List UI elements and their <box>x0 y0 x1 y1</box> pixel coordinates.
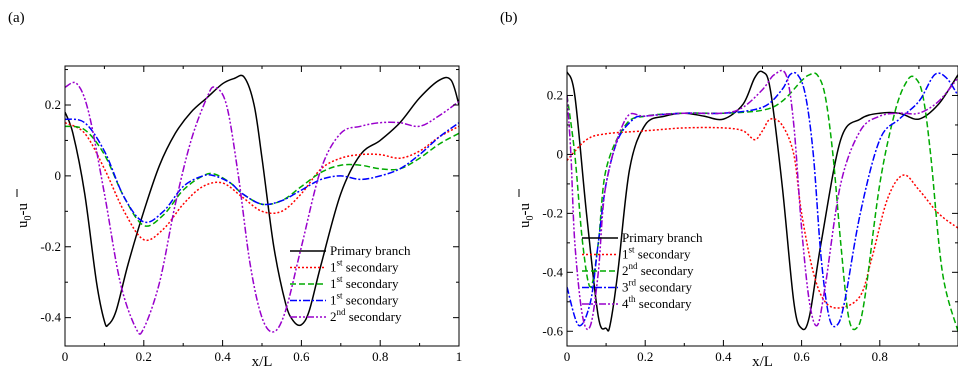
series-line-2 <box>567 72 958 332</box>
x-tick-label: 0.8 <box>872 349 888 364</box>
legend-label-name: 4 <box>622 296 629 311</box>
legend-label-2: 1st secondary <box>330 274 399 291</box>
y-axis-label: u0-u <box>15 203 34 228</box>
y-axis-label-rest: -u <box>15 203 31 216</box>
y-tick-label: -0.6 <box>542 323 563 338</box>
y-tick-label: -0.2 <box>542 205 563 220</box>
legend-label-name: Primary branch <box>330 243 411 258</box>
legend-label-name: 1 <box>330 260 337 275</box>
legend-label-1: 1st secondary <box>330 258 399 275</box>
legend-label-4: 2nd secondary <box>330 307 402 324</box>
legend-label-3: 3rd secondary <box>622 278 692 295</box>
legend-label-name: 2 <box>622 263 629 278</box>
x-tick-label: 0 <box>62 349 69 364</box>
legend-label-name: 3 <box>622 280 629 295</box>
legend-label-2: 2nd secondary <box>622 261 694 278</box>
x-axis-label: x/L <box>252 354 273 370</box>
x-tick-label: 1 <box>456 349 463 364</box>
legend-label-rest: secondary <box>343 293 399 308</box>
y-tick-label: 0 <box>55 168 62 183</box>
y-axis-label-base: u <box>15 220 31 228</box>
series-group <box>65 74 459 335</box>
series-line-3 <box>65 118 459 224</box>
legend-label-name: 2 <box>330 309 337 324</box>
series-line-0 <box>65 74 459 328</box>
legend-label-sup: nd <box>337 307 347 317</box>
legend-label-sup: rd <box>629 278 637 288</box>
y-axis-label-sub: 0 <box>23 216 34 221</box>
legend-label-rest: secondary <box>638 263 694 278</box>
y-axis-label-rest: -u <box>517 203 533 216</box>
legend-label-sup: st <box>337 274 344 284</box>
legend-label-sup: st <box>337 258 344 268</box>
legend-label-rest: secondary <box>343 276 399 291</box>
legend-label-1: 1st secondary <box>622 245 691 262</box>
x-tick-label: 0.4 <box>214 349 231 364</box>
y-tick-label: 0.2 <box>547 87 563 102</box>
legend-label-rest: secondary <box>636 296 692 311</box>
series-line-0 <box>567 70 958 332</box>
panel-label: (a) <box>8 10 25 26</box>
legend-label-0: Primary branch <box>330 243 411 258</box>
legend-label-sup: nd <box>629 261 639 271</box>
x-tick-label: 0.2 <box>136 349 152 364</box>
legend-label-sup: st <box>629 245 636 255</box>
panel-a: (a)0 0.2 0.4 0.6 0.8 1-0.4-0.200.2x/Lu0-uPrim… <box>8 10 462 370</box>
y-axis-label-sub: 0 <box>525 216 536 221</box>
y-axis-label-base: u <box>517 220 533 228</box>
series-line-1 <box>567 118 958 309</box>
legend-label-4: 4th secondary <box>622 294 692 311</box>
series-line-2 <box>65 125 459 227</box>
series-line-4 <box>567 69 958 331</box>
legend-label-0: Primary branch <box>622 230 703 245</box>
legend-label-name: 1 <box>622 247 629 262</box>
panel-label: (b) <box>500 10 518 26</box>
legend-label-rest: secondary <box>346 309 402 324</box>
y-tick-label: -0.2 <box>40 239 61 254</box>
series-line-4 <box>65 81 459 335</box>
x-tick-label: 0 <box>564 349 571 364</box>
legend-label-name: Primary branch <box>622 230 703 245</box>
y-tick-label: -0.4 <box>542 264 563 279</box>
legend-label-sup: th <box>629 294 637 304</box>
legend-label-sup: st <box>337 291 344 301</box>
legend-label-rest: secondary <box>635 247 691 262</box>
legend-label-name: 1 <box>330 276 337 291</box>
plot-frame <box>64 65 460 347</box>
x-axis-label: x/L <box>752 354 773 370</box>
x-tick-label: 0.4 <box>715 349 732 364</box>
x-tick-label: 0.6 <box>293 349 310 364</box>
x-tick-label: 0.8 <box>372 349 388 364</box>
x-tick-label: 0.6 <box>793 349 810 364</box>
panel-b: (b)0 0.2 0.4 0.6 0.8-0.6-0.4-0.200.2x/Lu0-uP… <box>500 10 958 370</box>
y-axis-label: u0-u <box>517 203 536 228</box>
legend-label-3: 1st secondary <box>330 291 399 308</box>
legend-label-rest: secondary <box>343 260 399 275</box>
legend-label-rest: secondary <box>636 280 692 295</box>
series-group <box>567 69 958 332</box>
y-tick-label: 0.2 <box>45 97 61 112</box>
series-line-1 <box>65 122 459 242</box>
y-tick-label: 0 <box>557 146 564 161</box>
x-tick-label: 0.2 <box>637 349 653 364</box>
legend-label-name: 1 <box>330 293 337 308</box>
y-tick-label: -0.4 <box>40 310 61 325</box>
